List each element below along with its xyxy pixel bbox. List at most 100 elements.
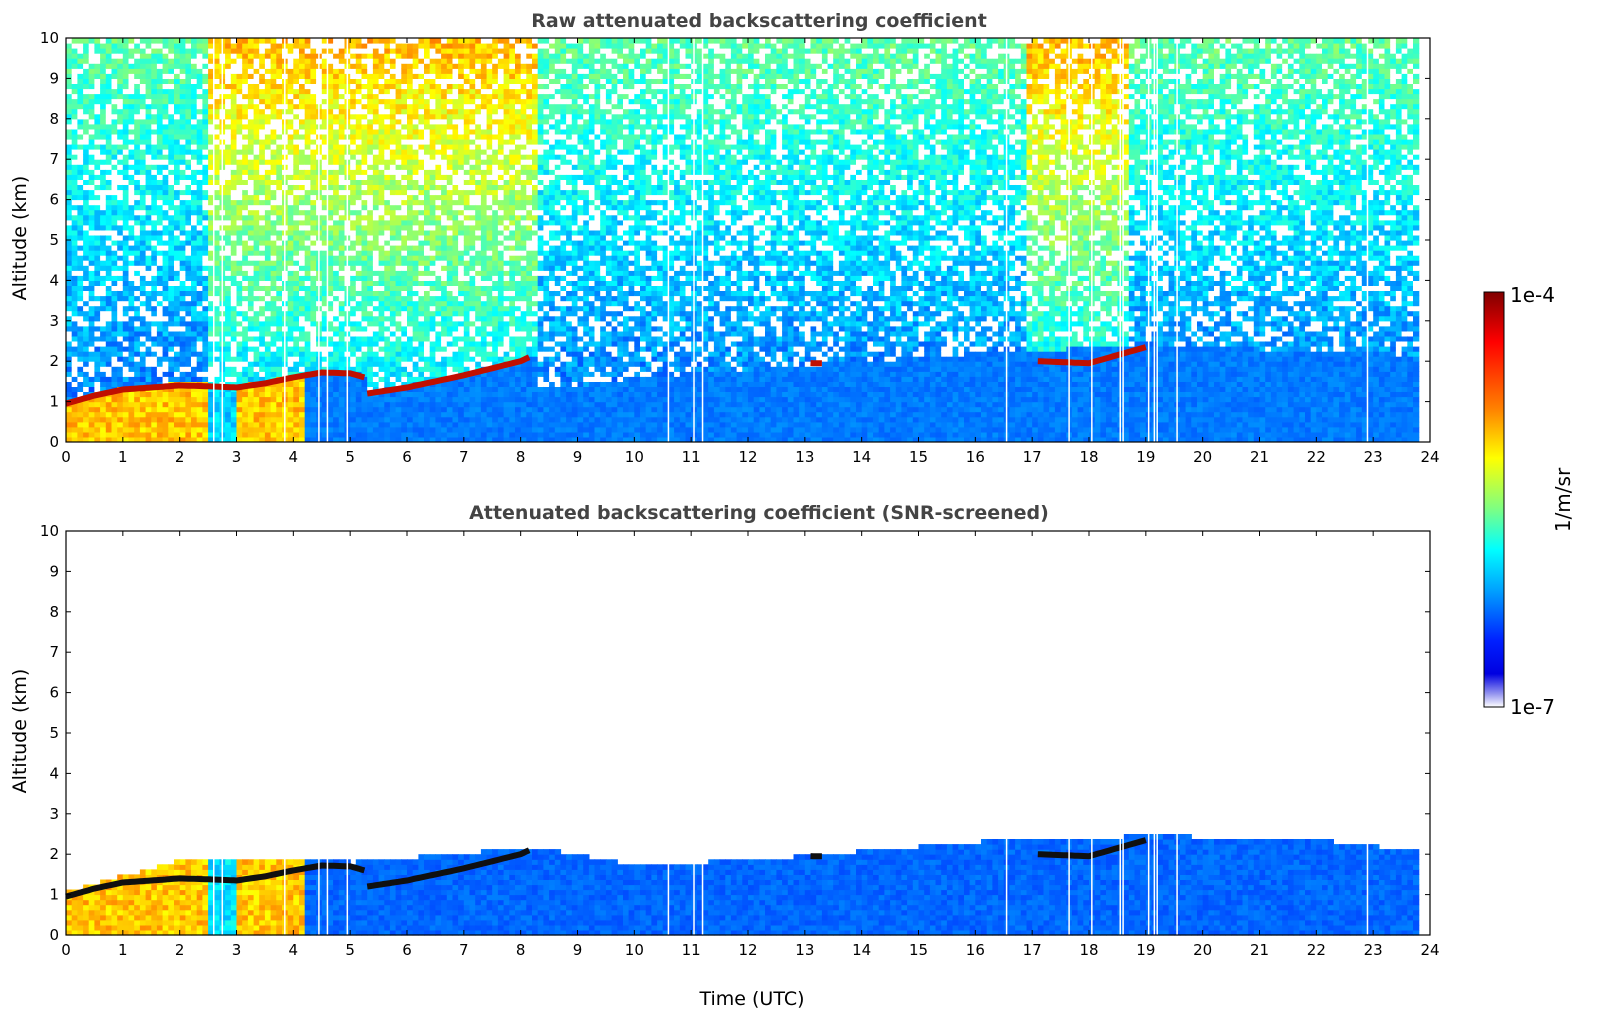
heatmap-cell (395, 134, 402, 140)
heatmap-cell (259, 325, 266, 332)
heatmap-cell (338, 396, 346, 403)
heatmap-cell (407, 128, 414, 135)
heatmap-cell (156, 224, 164, 231)
heatmap-cell (418, 346, 425, 352)
heatmap-cell (407, 159, 414, 165)
heatmap-cell (304, 330, 311, 337)
heatmap-cell (378, 310, 385, 317)
heatmap-cell (259, 406, 266, 413)
heatmap-cell (230, 154, 238, 160)
heatmap-cell (77, 351, 84, 357)
heatmap-cell (299, 310, 306, 317)
heatmap-cell (304, 184, 311, 191)
heatmap-cell (287, 209, 294, 216)
heatmap-cell (338, 108, 346, 115)
heatmap-cell (327, 164, 334, 170)
heatmap-cell (412, 139, 419, 145)
heatmap-cell (128, 396, 135, 403)
heatmap-cell (389, 330, 397, 337)
heatmap-cell (361, 179, 368, 185)
heatmap-cell (259, 159, 266, 165)
heatmap-cell (270, 235, 277, 241)
heatmap-cell (287, 103, 294, 110)
heatmap-cell (321, 431, 329, 438)
heatmap-cell (389, 53, 397, 59)
heatmap-cell (174, 189, 181, 196)
heatmap-cell (259, 103, 266, 110)
heatmap-cell (384, 295, 391, 302)
heatmap-cell (367, 431, 374, 438)
heatmap-cell (117, 108, 124, 115)
heatmap-cell (276, 123, 283, 130)
heatmap-cell (66, 396, 73, 403)
heatmap-cell (293, 325, 300, 332)
heatmap-cell (94, 194, 101, 201)
heatmap-cell (378, 431, 385, 438)
heatmap-cell (83, 103, 90, 110)
heatmap-cell (145, 73, 152, 79)
heatmap-cell (191, 285, 198, 291)
heatmap-cell (128, 300, 135, 307)
heatmap-cell (208, 401, 215, 408)
heatmap-cell (242, 351, 249, 357)
heatmap-cell (77, 88, 84, 95)
heatmap-cell (293, 179, 300, 185)
heatmap-cell (395, 320, 402, 327)
heatmap-cell (401, 240, 408, 246)
heatmap-cell (418, 280, 425, 286)
heatmap-cell (88, 381, 95, 387)
heatmap-cell (378, 53, 385, 59)
heatmap-cell (66, 235, 73, 241)
heatmap-cell (83, 305, 90, 312)
heatmap-cell (304, 335, 311, 342)
heatmap-cell (401, 159, 408, 165)
heatmap-cell (196, 194, 203, 201)
heatmap-cell (139, 401, 147, 408)
heatmap-cell (77, 391, 84, 398)
heatmap-cell (333, 356, 340, 362)
heatmap-cell (253, 78, 260, 84)
heatmap-cell (401, 108, 408, 115)
heatmap-cell (384, 63, 391, 69)
heatmap-cell (117, 426, 124, 433)
heatmap-cell (168, 194, 175, 201)
heatmap-cell (77, 209, 84, 216)
heatmap-cell (100, 98, 107, 105)
heatmap-cell (236, 421, 243, 428)
heatmap-cell (293, 93, 300, 100)
heatmap-cell (378, 421, 385, 428)
heatmap-cell (156, 159, 164, 165)
heatmap-cell (304, 431, 311, 438)
heatmap-cell (407, 38, 414, 44)
heatmap-cell (242, 43, 249, 49)
heatmap-cell (367, 366, 374, 372)
heatmap-cell (185, 48, 192, 54)
heatmap-cell (196, 73, 203, 79)
heatmap-cell (236, 260, 243, 266)
heatmap-cell (145, 270, 152, 276)
heatmap-cell (128, 376, 135, 382)
heatmap-cell (259, 73, 266, 79)
heatmap-cell (378, 255, 385, 261)
heatmap-cell (100, 63, 107, 69)
heatmap-cell (94, 426, 101, 433)
heatmap-cell (94, 406, 101, 413)
heatmap-cell (179, 98, 186, 105)
heatmap-cell (253, 421, 260, 428)
heatmap-cell (71, 48, 78, 54)
heatmap-cell (299, 325, 306, 332)
heatmap-cell (83, 98, 90, 105)
heatmap-cell (310, 134, 317, 140)
heatmap-cell (287, 260, 294, 266)
heatmap-cell (83, 376, 90, 382)
heatmap-cell (384, 341, 391, 347)
heatmap-cell (111, 240, 118, 246)
heatmap-cell (259, 174, 266, 180)
heatmap-cell (77, 214, 84, 221)
heatmap-cell (384, 401, 391, 408)
heatmap-cell (83, 371, 90, 377)
heatmap-cell (156, 58, 164, 64)
heatmap-cell (395, 179, 402, 185)
heatmap-cell (384, 134, 391, 140)
heatmap-cell (259, 280, 266, 286)
